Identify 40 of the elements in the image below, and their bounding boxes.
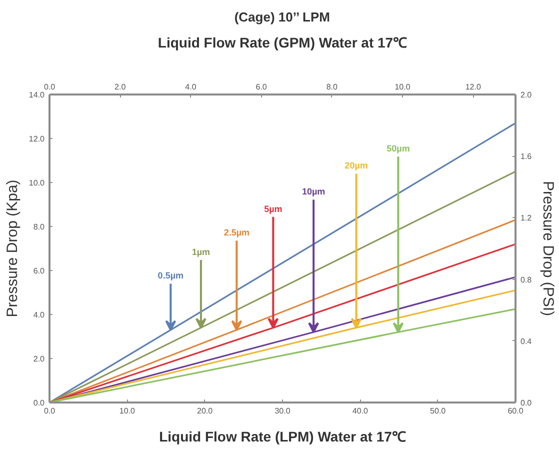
x2-tick-label: 0.0 <box>44 82 56 92</box>
y2-tick-label: 2.0 <box>520 90 532 100</box>
text: 50µm <box>386 144 410 154</box>
y-tick-label: 0.0 <box>33 398 46 408</box>
y2-tick-label: 0.0 <box>520 398 532 408</box>
y-tick-label: 14.0 <box>28 90 46 100</box>
text: 10µm <box>302 186 326 197</box>
y-tick-label: 10.0 <box>28 178 46 188</box>
x-tick-label: 20.0 <box>197 406 214 416</box>
x-tick-label: 10.0 <box>119 406 136 416</box>
x-tick-label: 60.0 <box>508 406 524 416</box>
x2-tick-label: 4.0 <box>185 82 197 92</box>
x2-tick-label: 12.0 <box>465 82 482 92</box>
y-tick-label: 8.0 <box>33 222 46 232</box>
x2-tick-label: 2.0 <box>114 82 126 92</box>
x-axis-title: Liquid Flow Rate (LPM) Water at 17℃ <box>159 428 406 444</box>
text: 20µm <box>344 160 368 171</box>
y2-tick-label: 0.4 <box>520 336 532 346</box>
text: 5µm <box>264 204 282 214</box>
y-tick-label: 12.0 <box>28 134 46 144</box>
x-tick-label: 30.0 <box>274 406 291 416</box>
y-axis-title: Pressure Drop (Kpa) <box>4 180 21 318</box>
y-tick-label: 4.0 <box>33 310 46 320</box>
x2-tick-label: 10.0 <box>394 82 411 92</box>
x-tick-label: 40.0 <box>352 406 369 416</box>
chart-title: (Cage) 10’’ LPM <box>234 10 330 24</box>
y2-tick-label: 1.2 <box>520 214 532 223</box>
x-tick-label: 50.0 <box>430 406 446 416</box>
y-tick-label: 2.0 <box>33 354 46 364</box>
x-tick-label: 0.0 <box>44 406 56 416</box>
x2-tick-label: 6.0 <box>256 82 268 92</box>
y2-axis-title: Pressure Drop (PSI) <box>540 180 557 316</box>
x2-axis-title: Liquid Flow Rate (GPM) Water at 17℃ <box>158 34 408 50</box>
x2-tick-label: 8.0 <box>326 82 338 92</box>
text: 1µm <box>192 246 210 257</box>
y2-tick-label: 1.6 <box>520 152 532 162</box>
text: 2.5µm <box>224 228 250 238</box>
y-tick-label: 6.0 <box>33 266 46 276</box>
text: 0.5µm <box>158 270 184 281</box>
y2-tick-label: 0.8 <box>520 275 532 284</box>
